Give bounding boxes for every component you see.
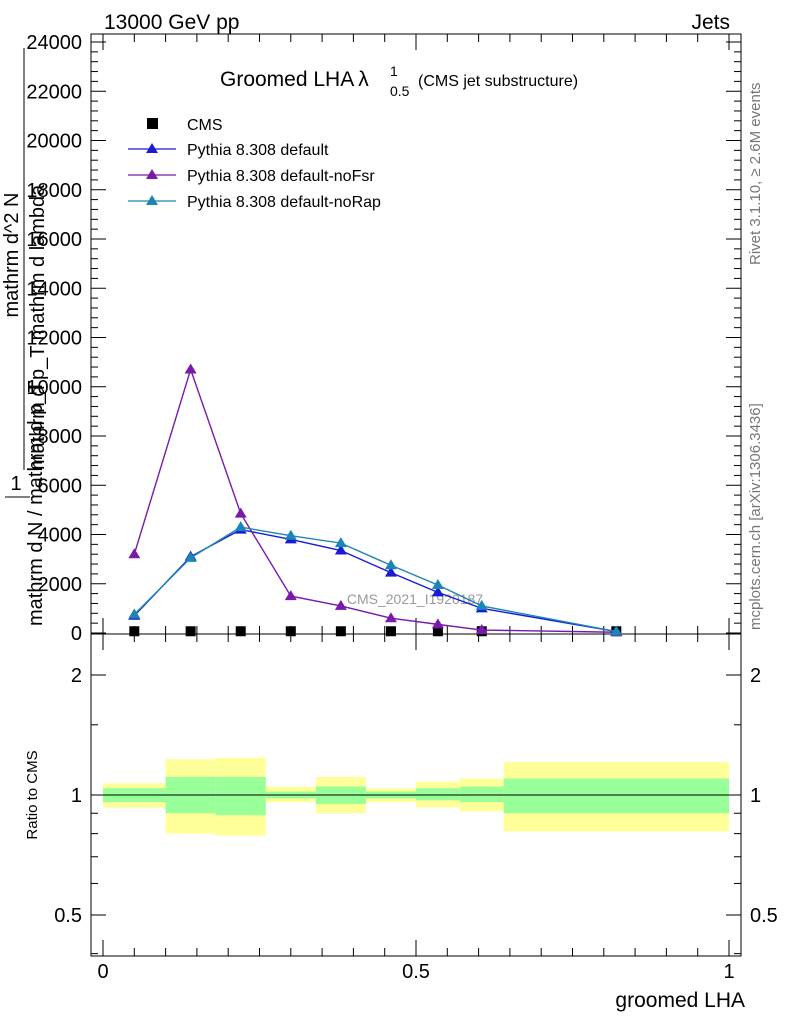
xlabel: groomed LHA — [615, 989, 745, 1012]
title-superscript: 1 — [390, 63, 398, 79]
legend-label-cms: CMS — [187, 117, 223, 134]
ytick-label-ratio-right: 0.5 — [750, 905, 778, 927]
point-default — [384, 566, 397, 577]
legend-marker-norap — [146, 195, 158, 205]
ytick-label-ratio-right: 2 — [750, 665, 761, 687]
point-cms — [432, 626, 443, 637]
title-lambda: λ — [358, 68, 369, 91]
main-series-layer — [128, 363, 623, 637]
category-label: Jets — [691, 11, 730, 34]
title-subscript: 0.5 — [390, 83, 410, 99]
ytick-label-main: 24000 — [26, 32, 82, 54]
ytick-label-ratio-left: 1 — [71, 785, 82, 807]
point-noRap — [610, 625, 623, 636]
ratio-axes: 0.5 0.5 1 1 2 2 0 0.5 1 — [54, 634, 778, 983]
point-noFsr — [334, 599, 347, 610]
ratio-bands-layer — [103, 757, 729, 836]
legend-label-nofsr: Pythia 8.308 default-noFsr — [187, 168, 375, 185]
main-panel-frame — [90, 33, 742, 635]
legend-marker-default — [146, 143, 158, 153]
ytick-label-main: 12000 — [26, 328, 82, 350]
point-noRap — [128, 608, 141, 619]
beam-label: 13000 GeV pp — [104, 11, 239, 34]
point-default — [431, 586, 444, 597]
point-noFsr — [475, 624, 488, 635]
rivet-version-label: Rivet 3.1.10, ≥ 2.6M events — [747, 83, 764, 266]
ratio-ylabel: Ratio to CMS — [24, 750, 41, 839]
point-noRap — [431, 578, 444, 589]
point-noRap — [284, 529, 297, 540]
ratio-band-inner — [416, 788, 460, 801]
ylabel-numerator-left: 1 — [10, 473, 21, 495]
ratio-band-inner — [215, 776, 266, 816]
title-main: Groomed LHA — [220, 68, 354, 91]
mcplots-credit-label: mcplots.cern.ch [arXiv:1306.3436] — [747, 403, 764, 630]
point-noFsr — [384, 612, 397, 623]
point-noFsr — [234, 507, 247, 518]
point-default — [334, 544, 347, 555]
ylabel-denominator-left: mathrm d N / mathrm d p_T — [25, 380, 47, 626]
legend: CMS Pythia 8.308 default Pythia 8.308 de… — [128, 117, 381, 211]
ytick-label-ratio-right: 1 — [750, 785, 761, 807]
xtick-label: 1 — [723, 961, 734, 983]
ytick-label-ratio-left: 0.5 — [54, 905, 82, 927]
main-axes: 0 2000 4000 6000 8000 10000 12000 14000 16000 180… — [26, 32, 741, 645]
ylabel-numerator-right: mathrm d^2 N — [1, 193, 23, 318]
plot-title: Groomed LHA λ — [220, 68, 369, 91]
point-cms — [235, 626, 246, 637]
legend-label-default: Pythia 8.308 default — [187, 142, 329, 159]
legend-marker-nofsr — [146, 169, 158, 179]
ytick-label-main: 4000 — [38, 525, 83, 547]
point-noRap — [234, 521, 247, 532]
ytick-label-main: 16000 — [26, 229, 82, 251]
ylabel-denominator-right: mathrm d p_T mathrm d lambda — [27, 184, 49, 470]
ytick-label-main: 10000 — [26, 377, 82, 399]
point-noRap — [184, 551, 197, 562]
legend-label-norap: Pythia 8.308 default-noRap — [187, 194, 381, 211]
ytick-label-main: 14000 — [26, 278, 82, 300]
ytick-label-ratio-left: 2 — [71, 665, 82, 687]
point-cms — [185, 626, 196, 637]
point-noFsr — [184, 363, 197, 374]
ratio-band-inner — [459, 786, 504, 803]
ytick-label-main: 20000 — [26, 131, 82, 153]
point-cms — [285, 626, 296, 637]
xtick-label: 0 — [97, 961, 108, 983]
point-noFsr — [431, 618, 444, 629]
ratio-band-inner — [503, 778, 729, 814]
xtick-label: 0.5 — [402, 961, 430, 983]
ytick-label-main: 0 — [71, 623, 82, 645]
analysis-watermark: CMS_2021_I1920187 — [347, 591, 483, 607]
point-noRap — [384, 559, 397, 570]
ytick-label-main: 18000 — [26, 180, 82, 202]
ytick-label-main: 22000 — [26, 81, 82, 103]
title-note: (CMS jet substructure) — [418, 73, 578, 90]
point-cms — [335, 626, 346, 637]
ytick-label-main: 2000 — [38, 574, 83, 596]
ytick-label-main: 8000 — [38, 426, 83, 448]
legend-marker-cms — [147, 118, 158, 129]
point-noRap — [334, 537, 347, 548]
point-cms — [129, 626, 140, 637]
point-cms — [385, 626, 396, 637]
point-noRap — [475, 599, 488, 610]
point-noFsr — [128, 548, 141, 559]
point-noFsr — [284, 590, 297, 601]
ytick-label-main: 6000 — [38, 475, 83, 497]
